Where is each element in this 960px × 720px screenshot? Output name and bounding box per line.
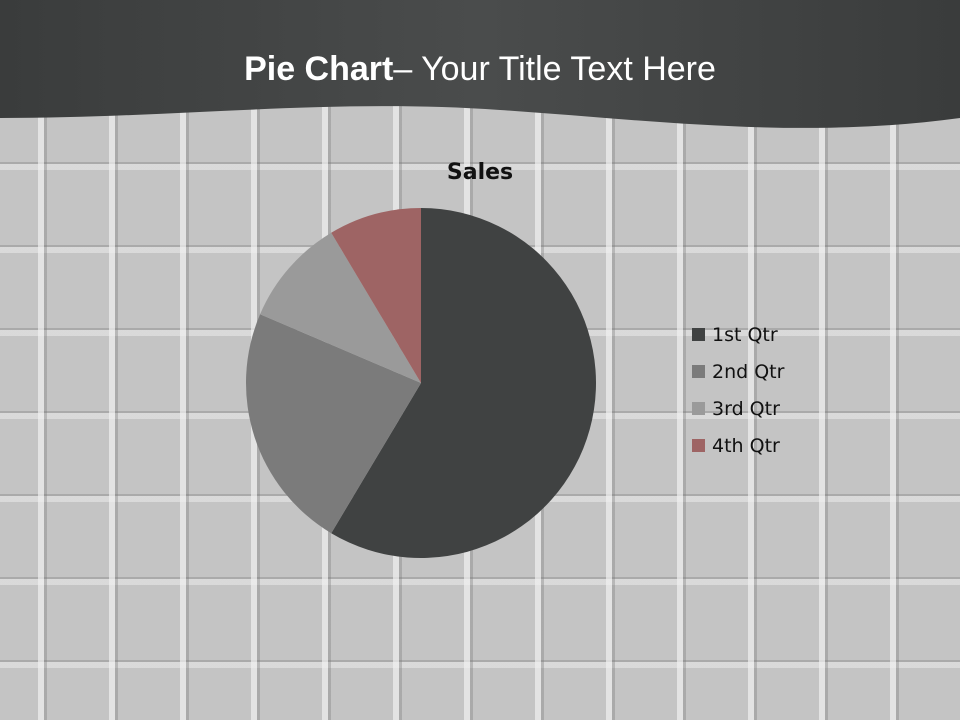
legend-label: 1st Qtr: [712, 323, 778, 346]
legend-label: 3rd Qtr: [712, 397, 780, 420]
pie-slice-3: [260, 232, 421, 383]
legend-item: 2nd Qtr: [692, 353, 784, 390]
legend-swatch: [692, 328, 705, 341]
title-banner: [0, 0, 960, 128]
title-rest: – Your Title Text Here: [393, 50, 716, 88]
legend-item: 3rd Qtr: [692, 390, 784, 427]
pie-slice-4: [331, 208, 421, 383]
slide-title: Pie Chart– Your Title Text Here: [0, 50, 960, 89]
legend-item: 4th Qtr: [692, 427, 784, 464]
pie-slice-2: [245, 314, 421, 534]
legend-swatch: [692, 439, 705, 452]
legend: 1st Qtr 2nd Qtr 3rd Qtr 4th Qtr: [692, 316, 784, 464]
legend-swatch: [692, 365, 705, 378]
legend-label: 4th Qtr: [712, 434, 780, 457]
legend-swatch: [692, 402, 705, 415]
chart-title: Sales: [446, 160, 514, 185]
pie-slice-1: [331, 208, 597, 558]
legend-label: 2nd Qtr: [712, 360, 785, 383]
title-bold: Pie Chart: [244, 50, 394, 88]
legend-item: 1st Qtr: [692, 316, 784, 353]
